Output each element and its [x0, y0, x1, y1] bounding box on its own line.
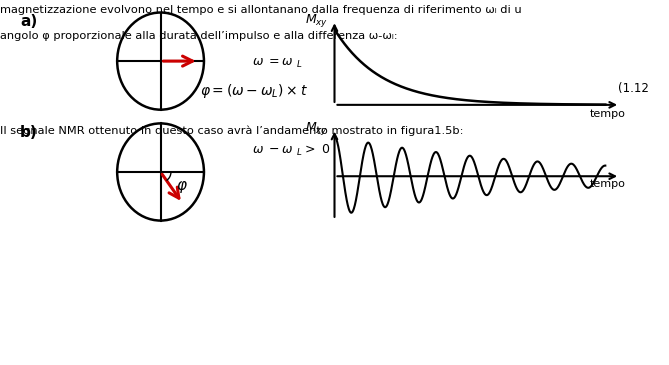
- Text: (1.12: (1.12: [618, 82, 649, 95]
- Text: tempo: tempo: [590, 180, 626, 189]
- Text: $M_{xy}$: $M_{xy}$: [305, 12, 328, 29]
- Text: magnetizzazione evolvono nel tempo e si allontanano dalla frequenza di riferimen: magnetizzazione evolvono nel tempo e si …: [0, 5, 522, 15]
- Text: tempo: tempo: [590, 109, 626, 119]
- Text: angolo φ proporzionale alla durata dell’impulso e alla differenza ω-ωₗ:: angolo φ proporzionale alla durata dell’…: [0, 31, 397, 41]
- Text: $\varphi = (\omega - \omega_L) \times t$: $\varphi = (\omega - \omega_L) \times t$: [200, 82, 308, 100]
- Text: a): a): [20, 14, 37, 29]
- Text: $\omega\ -\omega\ _L>\ 0$: $\omega\ -\omega\ _L>\ 0$: [252, 143, 330, 158]
- Text: b): b): [20, 125, 38, 140]
- Text: $M_{xy}$: $M_{xy}$: [305, 120, 328, 137]
- Text: $\omega\ =\omega\ _L$: $\omega\ =\omega\ _L$: [252, 57, 303, 70]
- Text: Il segnale NMR ottenuto in questo caso avrà l’andamento mostrato in figura1.5b:: Il segnale NMR ottenuto in questo caso a…: [0, 126, 464, 137]
- Text: $\varphi$: $\varphi$: [176, 178, 188, 195]
